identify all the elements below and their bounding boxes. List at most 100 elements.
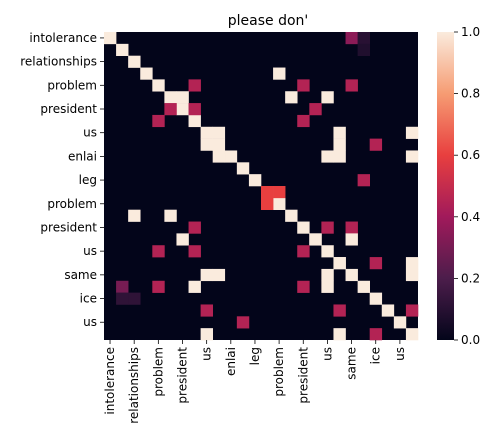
- heatmap-cell: [333, 138, 346, 151]
- x-tick-label: us: [200, 347, 214, 361]
- heatmap-cell: [405, 257, 419, 270]
- heatmap-cell: [261, 197, 274, 210]
- heatmap-cell: [357, 32, 370, 45]
- heatmap-cell: [236, 162, 250, 175]
- y-tick-label: intolerance: [29, 31, 97, 45]
- heatmap-cell: [164, 91, 177, 104]
- heatmap-cell: [285, 209, 298, 222]
- heatmap-cell: [152, 79, 165, 92]
- y-tick-label: leg: [79, 173, 97, 187]
- heatmap-cell: [333, 304, 346, 317]
- x-tick-label: problem: [151, 347, 165, 397]
- colorbar-tick-label: 1.0: [461, 25, 480, 39]
- colorbar-tick-label: 0.2: [461, 271, 480, 285]
- heatmap-cell: [176, 91, 189, 104]
- y-tick-label: enlai: [68, 149, 97, 163]
- heatmap-cell: [357, 43, 370, 56]
- heatmap-cell: [357, 174, 370, 187]
- heatmap-cell: [273, 67, 286, 80]
- heatmap-cell: [369, 292, 383, 305]
- y-tick-labels: intolerance relationships problem president…: [20, 31, 104, 329]
- heatmap-cell: [188, 245, 201, 258]
- y-tick-label: president: [40, 220, 97, 234]
- heatmap-cell: [212, 268, 226, 282]
- x-tick-label: leg: [248, 347, 262, 365]
- heatmap-cell: [321, 268, 334, 282]
- heatmap-cell: [176, 233, 189, 246]
- heatmap-cell: [369, 328, 383, 341]
- heatmap-cell: [164, 103, 177, 116]
- heatmap-cell: [297, 79, 310, 92]
- y-tick-label: ice: [80, 292, 97, 306]
- x-tick-label: problem: [272, 347, 286, 397]
- heatmap-cell: [321, 245, 334, 258]
- heatmap-cell: [152, 114, 165, 128]
- heatmap-cell: [285, 91, 298, 104]
- x-tick-label: intolerance: [103, 347, 117, 415]
- heatmap-cell: [261, 186, 274, 199]
- colorbar-tick-label: 0.8: [461, 87, 480, 101]
- y-tick-label: problem: [47, 78, 97, 92]
- heatmap-cell: [128, 55, 141, 68]
- heatmap-cell: [164, 209, 177, 222]
- heatmap-cell: [152, 245, 165, 258]
- y-tick-label: us: [83, 315, 97, 329]
- y-tick-label: same: [64, 268, 97, 282]
- heatmap-cell: [309, 233, 322, 246]
- heatmap-cell: [321, 280, 334, 293]
- x-tick-labels: intolerance relationships problem president…: [103, 340, 407, 424]
- heatmap-cell: [297, 245, 310, 258]
- heatmap-cell: [297, 280, 310, 293]
- heatmap-cell: [212, 150, 226, 163]
- heatmap-cell: [321, 91, 334, 104]
- heatmap-cell: [200, 126, 213, 139]
- heatmap-cell: [273, 197, 286, 210]
- heatmap-cell: [200, 138, 213, 151]
- x-tick-label: president: [296, 347, 310, 404]
- colorbar-tick-label: 0.0: [461, 333, 480, 347]
- heatmap-cell: [297, 114, 310, 128]
- x-tick-label: relationships: [127, 347, 141, 424]
- heatmap-cell: [152, 280, 165, 293]
- heatmap-cell: [333, 328, 346, 341]
- heatmap-cell: [140, 67, 153, 80]
- heatmap-cell: [128, 209, 141, 222]
- heatmap-cell: [345, 32, 358, 45]
- heatmap-cell: [116, 280, 129, 293]
- heatmap-cell: [333, 150, 346, 163]
- x-tick-label: same: [345, 347, 359, 380]
- y-tick-label: problem: [47, 197, 97, 211]
- heatmap-cell: [405, 328, 419, 341]
- heatmap-cell: [104, 32, 117, 45]
- heatmap-cell: [369, 138, 383, 151]
- heatmap-cell: [297, 221, 310, 234]
- heatmap-cell: [345, 221, 358, 234]
- heatmap-cell: [188, 79, 201, 92]
- heatmap-cell: [116, 43, 129, 56]
- heatmap-cell: [200, 304, 213, 317]
- heatmap-cell: [224, 150, 238, 163]
- heatmap-cells: [104, 32, 419, 341]
- x-tick-label: ice: [369, 347, 383, 364]
- x-tick-label: enlai: [224, 347, 238, 376]
- heatmap-cell: [212, 126, 226, 139]
- heatmap-cell: [188, 280, 201, 293]
- heatmap-cell: [116, 292, 129, 305]
- y-tick-label: president: [40, 102, 97, 116]
- heatmap-cell: [273, 186, 286, 199]
- heatmap-cell: [405, 126, 419, 139]
- heatmap-cell: [200, 268, 213, 282]
- heatmap-cell: [333, 257, 346, 270]
- y-tick-label: us: [83, 244, 97, 258]
- heatmap-cell: [345, 233, 358, 246]
- x-tick-label: us: [320, 347, 334, 361]
- heatmap-cell: [357, 280, 370, 293]
- heatmap-cell: [381, 304, 395, 317]
- heatmap-cell: [248, 174, 262, 187]
- heatmap-cell: [128, 292, 141, 305]
- heatmap-cell: [369, 257, 383, 270]
- x-tick-label: us: [393, 347, 407, 361]
- heatmap-cell: [188, 221, 201, 234]
- colorbar-tick-label: 0.4: [461, 210, 480, 224]
- y-tick-label: relationships: [20, 55, 97, 69]
